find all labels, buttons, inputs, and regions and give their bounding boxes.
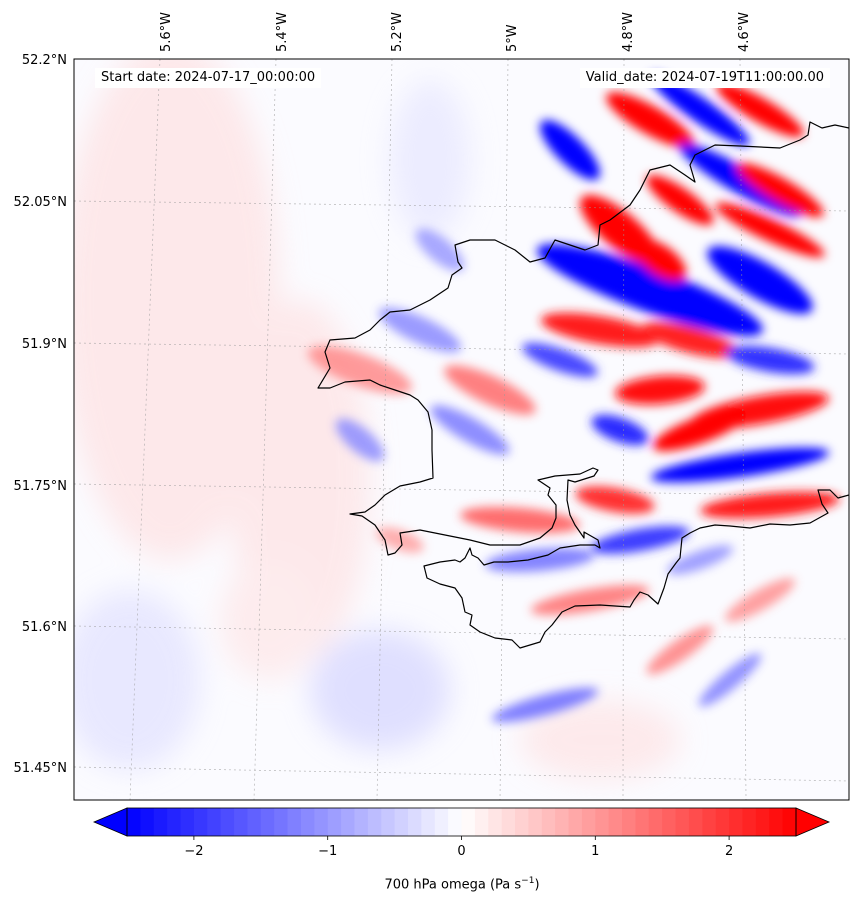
- colorbar-segment: [729, 808, 744, 836]
- colorbar-tick-label: −2: [184, 844, 203, 859]
- gridlines: [74, 59, 849, 800]
- colorbar-segment: [662, 808, 677, 836]
- lon-label: 5.6°W: [159, 12, 174, 52]
- colorbar-segment: [274, 808, 289, 836]
- colorbar-segments: [127, 808, 797, 836]
- colorbar-segment: [568, 808, 583, 836]
- colorbar-extend-high: [795, 807, 831, 837]
- lon-label: 5.4°W: [275, 12, 290, 52]
- colorbar-title: 700 hPa omega (Pa s−1): [0, 876, 859, 892]
- colorbar-title-prefix: 700 hPa omega (Pa s: [384, 877, 522, 893]
- lat-label: 51.75°N: [14, 479, 67, 494]
- colorbar-segment: [528, 808, 543, 836]
- colorbar-segment: [167, 808, 182, 836]
- colorbar-segment: [220, 808, 235, 836]
- colorbar: −2 −1 0 1 2: [92, 807, 831, 859]
- lon-label: 4.8°W: [621, 12, 636, 52]
- colorbar-tick-label: 0: [457, 844, 465, 859]
- colorbar-segment: [180, 808, 195, 836]
- colorbar-segment: [193, 808, 208, 836]
- colorbar-segment: [381, 808, 396, 836]
- colorbar-segment: [702, 808, 717, 836]
- colorbar-segment: [407, 808, 422, 836]
- colorbar-segment: [769, 808, 784, 836]
- colorbar-segment: [715, 808, 730, 836]
- colorbar-segment: [448, 808, 463, 836]
- colorbar-segment: [635, 808, 650, 836]
- colorbar-tick-label: 1: [591, 844, 599, 859]
- colorbar-segment: [541, 808, 556, 836]
- colorbar-segment: [234, 808, 249, 836]
- colorbar-segment: [675, 808, 690, 836]
- lat-label: 52.05°N: [14, 195, 67, 210]
- colorbar-segment: [515, 808, 529, 836]
- colorbar-segment: [354, 808, 369, 836]
- omega-field: [74, 59, 849, 800]
- colorbar-segment: [608, 808, 623, 836]
- colorbar-segment: [501, 808, 516, 836]
- start-date-label: Start date: 2024-07-17_00:00:00: [95, 68, 322, 88]
- colorbar-segment: [648, 808, 663, 836]
- map-frame: [73, 58, 850, 801]
- colorbar-segment: [367, 808, 382, 836]
- longitude-labels: 5.6°W 5.4°W 5.2°W 5°W 4.8°W 4.6°W: [159, 12, 752, 52]
- colorbar-segment: [434, 808, 449, 836]
- colorbar-segment: [474, 808, 489, 836]
- valid-date-label: Valid_date: 2024-07-19T11:00:00.00: [579, 68, 830, 88]
- colorbar-segment: [140, 808, 155, 836]
- colorbar-title-suffix: ): [534, 877, 540, 893]
- colorbar-segment: [488, 808, 503, 836]
- coastline: [317, 121, 849, 649]
- latitude-labels: 52.2°N 52.05°N 51.9°N 51.75°N 51.6°N 51.…: [14, 53, 67, 776]
- colorbar-segment: [300, 808, 315, 836]
- colorbar-segment: [314, 808, 329, 836]
- lat-label: 51.45°N: [14, 761, 67, 776]
- colorbar-title-exponent: −1: [521, 876, 535, 886]
- lon-label: 4.6°W: [737, 12, 752, 52]
- lat-label: 51.9°N: [22, 337, 67, 352]
- colorbar-segment: [421, 808, 436, 836]
- colorbar-segment: [742, 808, 757, 836]
- lon-label: 5.2°W: [390, 12, 405, 52]
- colorbar-segment: [622, 808, 637, 836]
- colorbar-segment: [461, 808, 476, 836]
- colorbar-segment: [394, 808, 409, 836]
- lat-label: 51.6°N: [22, 620, 67, 635]
- colorbar-segment: [247, 808, 262, 836]
- colorbar-segment: [688, 808, 703, 836]
- colorbar-ticks: −2 −1 0 1 2: [184, 836, 733, 859]
- colorbar-segment: [127, 808, 141, 836]
- colorbar-segment: [207, 808, 222, 836]
- colorbar-segment: [595, 808, 610, 836]
- colorbar-segment: [153, 808, 168, 836]
- colorbar-tick-label: 2: [725, 844, 733, 859]
- colorbar-segment: [581, 808, 596, 836]
- colorbar-segment: [341, 808, 356, 836]
- colorbar-segment: [782, 808, 797, 836]
- colorbar-segment: [555, 808, 570, 836]
- colorbar-segment: [260, 808, 275, 836]
- colorbar-segment: [755, 808, 770, 836]
- colorbar-segment: [287, 808, 302, 836]
- lon-label: 5°W: [505, 24, 520, 52]
- colorbar-tick-label: −1: [318, 844, 337, 859]
- colorbar-segment: [327, 808, 342, 836]
- lat-label: 52.2°N: [22, 53, 67, 68]
- colorbar-extend-low: [92, 807, 128, 837]
